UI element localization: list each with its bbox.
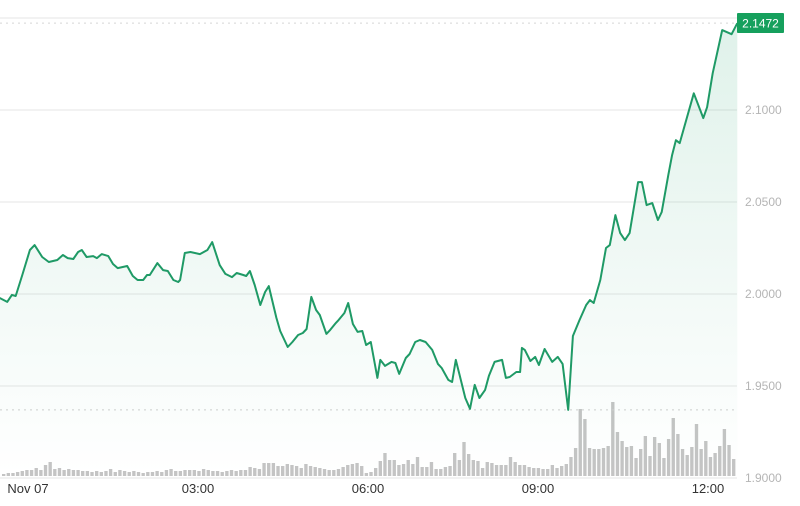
y-tick-label: 1.9500 <box>745 379 782 393</box>
y-tick-label: 2.0500 <box>745 195 782 209</box>
x-tick-label: 09:00 <box>522 481 555 496</box>
last-price-badge: 2.1472 <box>737 13 784 33</box>
x-tick-label: Nov 07 <box>7 481 48 496</box>
x-tick-label: 12:00 <box>692 481 725 496</box>
x-axis: Nov 07 03:00 06:00 09:00 12:00 <box>7 481 724 496</box>
y-axis: 1.9000 1.9500 2.0000 2.0500 2.1000 <box>745 103 782 485</box>
x-tick-label: 06:00 <box>352 481 385 496</box>
last-price-label: 2.1472 <box>742 17 779 31</box>
y-tick-label: 2.0000 <box>745 287 782 301</box>
price-line <box>0 22 739 411</box>
x-tick-label: 03:00 <box>182 481 215 496</box>
y-tick-label: 2.1000 <box>745 103 782 117</box>
price-area <box>0 23 738 476</box>
y-tick-label: 1.9000 <box>745 471 782 485</box>
